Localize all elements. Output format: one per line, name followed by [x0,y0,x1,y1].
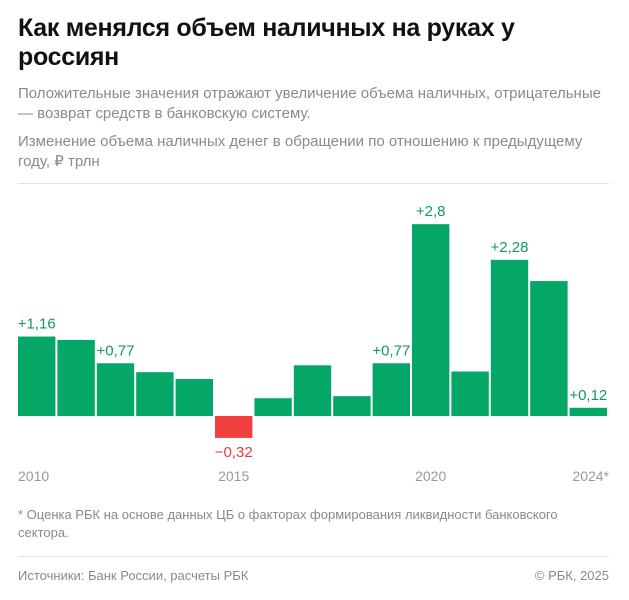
data-label: +2,28 [491,239,529,256]
data-label: +0,77 [372,342,410,359]
bar-2023 [530,281,568,416]
bar-2018 [333,396,371,416]
data-label: +0,77 [97,342,135,359]
bar-2020 [412,224,450,416]
bar-2012 [96,363,135,416]
divider [18,183,609,184]
bar-2013 [136,372,174,416]
bar-2017 [293,365,332,416]
bar-2010 [18,336,56,416]
bar-2021 [451,371,489,416]
divider [18,556,609,557]
data-label: −0,32 [215,444,253,461]
x-tick-label: 2010 [18,468,49,484]
bar-2011 [57,339,95,416]
bar-2015 [215,416,253,438]
footnote: * Оценка РБК на основе данных ЦБ о факто… [18,507,558,540]
sources: Источники: Банк России, расчеты РБК [18,568,249,583]
copyright: © РБК, 2025 [534,568,609,583]
bar-2016 [254,398,292,416]
bar-2024* [569,407,607,416]
x-tick-label: 2015 [218,468,249,484]
chart-subtitle: Положительные значения отражают увеличен… [18,85,601,122]
bar-chart: +1,16 2010 +0,77 −0,32 2015 +0,77 +2,8 2020 +2,2… [18,203,610,484]
bar-2014 [175,379,213,416]
data-label: +0,12 [569,387,607,404]
x-tick-label: 2024* [572,468,609,484]
chart-note: Изменение объема наличных денег в обраще… [18,133,583,170]
chart-title: Как менялся объем наличных на руках у ро… [18,14,515,71]
data-label: +2,8 [416,203,446,220]
bar-2022 [490,259,529,416]
x-tick-label: 2020 [415,468,446,484]
data-label: +1,16 [18,316,56,333]
bar-2019 [372,363,410,416]
